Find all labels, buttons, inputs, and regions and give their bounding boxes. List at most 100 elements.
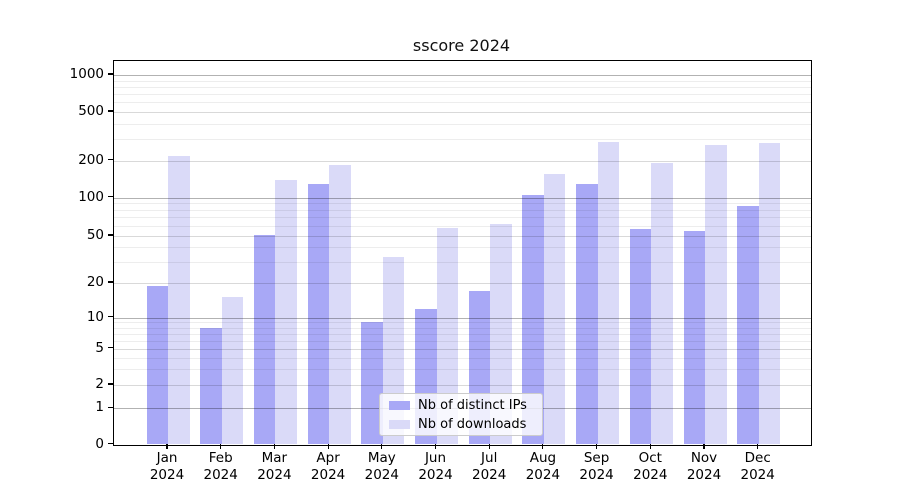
x-tick-label-line: Sep (583, 450, 610, 466)
bar-jan-downloads (168, 155, 190, 445)
legend-row-distinct-ips: Nb of distinct IPs (389, 398, 542, 413)
bar-oct-distinct-ips (629, 228, 652, 445)
x-axis-tick (649, 443, 651, 449)
bar-nov-downloads (705, 144, 727, 445)
bar-aug-downloads (543, 174, 566, 445)
y-axis-tick (108, 383, 113, 385)
x-tick-label: Aug 2024 (515, 450, 571, 483)
chart-title: sscore 2024 (412, 36, 511, 55)
x-axis-tick (596, 443, 598, 449)
x-tick-label: May 2024 (354, 450, 410, 483)
bar-jul-downloads (490, 224, 512, 445)
legend: Nb of distinct IPs Nb of downloads (379, 393, 543, 436)
bar-apr-downloads (329, 164, 351, 445)
x-tick-label-line: 2024 (633, 466, 668, 483)
x-axis-tick (381, 443, 383, 449)
x-tick-label-line: Aug (529, 450, 557, 466)
x-tick-label-line: 2024 (364, 466, 399, 483)
x-tick-label-line: 2024 (472, 466, 507, 483)
y-tick-label: 50 (86, 227, 104, 243)
bar-feb-downloads (221, 297, 244, 445)
x-tick-label-line: Apr (316, 450, 340, 466)
bar-jun-downloads (436, 227, 458, 445)
bar-may-distinct-ips (361, 322, 383, 445)
legend-row-downloads: Nb of downloads (389, 417, 542, 432)
bar-feb-distinct-ips (200, 327, 222, 445)
x-tick-label-line: May (367, 450, 396, 466)
x-tick-label: Jan 2024 (139, 450, 195, 483)
minor-gridline (114, 139, 811, 141)
x-tick-label-line: Feb (208, 450, 233, 466)
x-tick-label-line: Mar (261, 450, 288, 466)
plot-area: Nb of distinct IPs Nb of downloads (113, 60, 812, 446)
x-tick-label-line: Jul (481, 450, 498, 466)
y-axis-tick (108, 442, 113, 445)
bar-oct-downloads (651, 163, 673, 445)
bar-mar-downloads (275, 179, 297, 445)
x-tick-label: Jun 2024 (408, 450, 464, 483)
x-tick-label-line: Jun (424, 450, 447, 466)
x-tick-label: Oct 2024 (622, 450, 678, 483)
minor-gridline (114, 123, 811, 125)
bar-nov-distinct-ips (683, 230, 705, 445)
x-axis-tick (757, 443, 759, 449)
y-axis-tick (108, 159, 113, 161)
y-tick-label: 5 (95, 339, 104, 356)
y-axis-tick (108, 347, 113, 349)
major-gridline (114, 112, 811, 113)
legend-swatch-downloads (389, 419, 410, 429)
bar-dec-downloads (758, 142, 781, 445)
y-tick-label: 20 (86, 274, 104, 290)
bar-dec-distinct-ips (737, 205, 759, 445)
bar-jan-distinct-ips (146, 285, 168, 445)
legend-swatch-distinct-ips (389, 400, 410, 410)
y-tick-label: 200 (78, 151, 104, 168)
x-axis-tick (220, 443, 222, 449)
x-axis-tick (703, 443, 705, 449)
x-axis-tick (166, 443, 168, 449)
y-axis-tick (108, 234, 113, 236)
x-axis-tick (542, 443, 544, 449)
x-tick-label: Apr 2024 (300, 450, 356, 483)
x-tick-label-line: Nov (690, 450, 718, 466)
x-axis-tick (327, 443, 329, 449)
x-tick-label-line: 2024 (740, 466, 775, 483)
x-tick-label-line: 2024 (686, 466, 722, 483)
x-tick-label-line: 2024 (525, 466, 561, 483)
y-axis-tick (108, 73, 113, 75)
x-tick-label-line: Dec (744, 450, 771, 466)
x-tick-label-line: 2024 (203, 466, 238, 483)
bar-mar-distinct-ips (253, 234, 276, 445)
x-axis-tick (273, 443, 275, 449)
bar-sep-distinct-ips (576, 184, 598, 445)
x-tick-label-line: 2024 (257, 466, 292, 483)
minor-gridline (114, 102, 811, 104)
x-tick-label-line: 2024 (579, 466, 614, 483)
y-tick-label: 0 (95, 435, 104, 452)
y-tick-label: 1 (95, 399, 104, 416)
x-axis-tick (488, 443, 490, 449)
x-tick-label-line: 2024 (310, 466, 346, 483)
legend-label-downloads: Nb of downloads (418, 416, 527, 432)
x-tick-label: Jul 2024 (461, 450, 517, 483)
y-tick-label: 100 (78, 188, 104, 205)
bar-sep-downloads (597, 141, 620, 445)
x-tick-label: Dec 2024 (730, 450, 786, 483)
y-axis-tick (108, 281, 113, 283)
minor-gridline (114, 94, 811, 96)
minor-gridline (114, 80, 811, 82)
x-axis-tick (434, 443, 437, 449)
y-axis-tick (108, 406, 113, 408)
y-tick-label: 10 (86, 308, 104, 325)
bar-aug-distinct-ips (522, 194, 544, 445)
y-tick-label: 2 (95, 376, 104, 392)
y-axis-tick (108, 316, 113, 318)
legend-label-distinct-ips: Nb of distinct IPs (418, 397, 527, 413)
x-tick-label: Nov 2024 (676, 450, 732, 483)
y-tick-label: 1000 (69, 66, 104, 82)
minor-gridline (114, 86, 811, 88)
y-axis-tick (108, 195, 113, 198)
x-tick-label: Feb 2024 (193, 450, 249, 483)
major-gridline (114, 75, 811, 76)
